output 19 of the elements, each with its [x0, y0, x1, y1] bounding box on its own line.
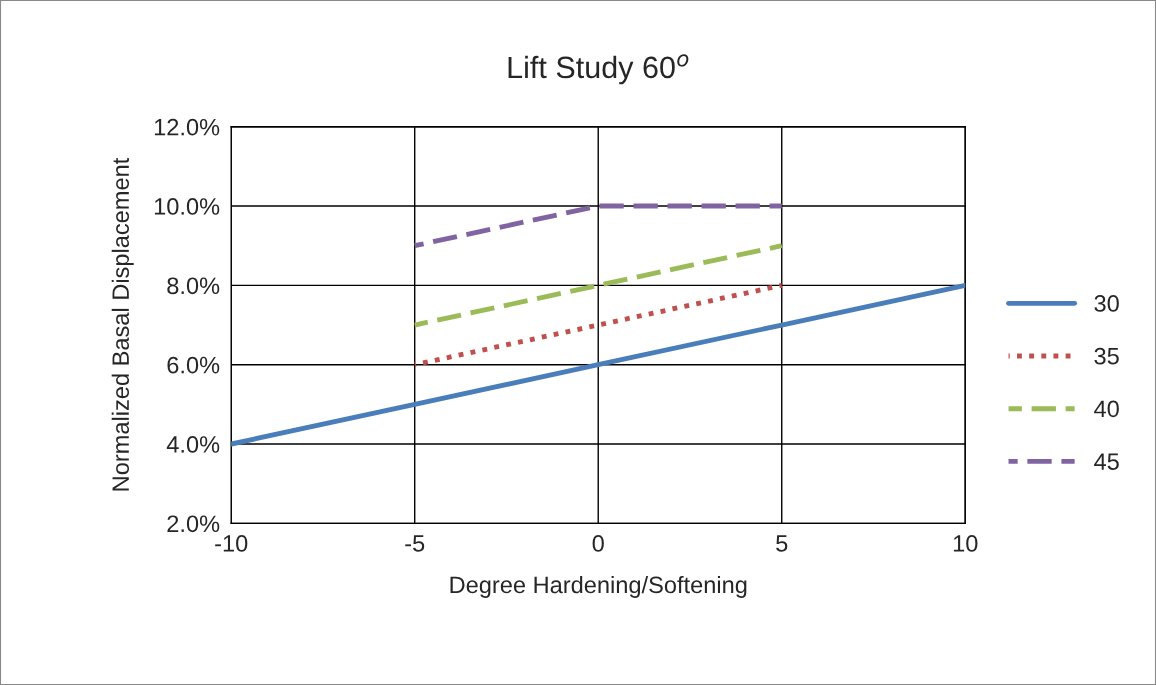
x-tick-label: -10 [215, 535, 248, 552]
x-tick-label: 5 [776, 535, 788, 552]
y-tick-label: 4.0% [166, 436, 220, 453]
y-tick-label: 2.0% [167, 515, 220, 533]
y-tick-label: 10.0% [154, 198, 220, 215]
legend-label: 30 [1094, 295, 1119, 312]
y-tick-label: 8.0% [167, 277, 220, 295]
y-tick-label: 12.0% [154, 118, 220, 136]
line-series [231, 282, 966, 447]
x-tick-label: -5 [405, 535, 425, 552]
x-tick-label: 0 [592, 535, 604, 552]
x-tick-label: 10 [953, 535, 978, 552]
legend-label: 45 [1094, 453, 1119, 470]
y-tick-label: 6.0% [167, 356, 220, 374]
chart-title: Lift Study 60$^{o}$ [508, 54, 689, 85]
x-axis-title: Degree Hardening/Softening [450, 575, 747, 598]
y-axis-title: Normalized Basal Displacement [111, 157, 134, 491]
legend-label: 40 [1094, 400, 1119, 418]
legend-label: 35 [1094, 347, 1119, 365]
